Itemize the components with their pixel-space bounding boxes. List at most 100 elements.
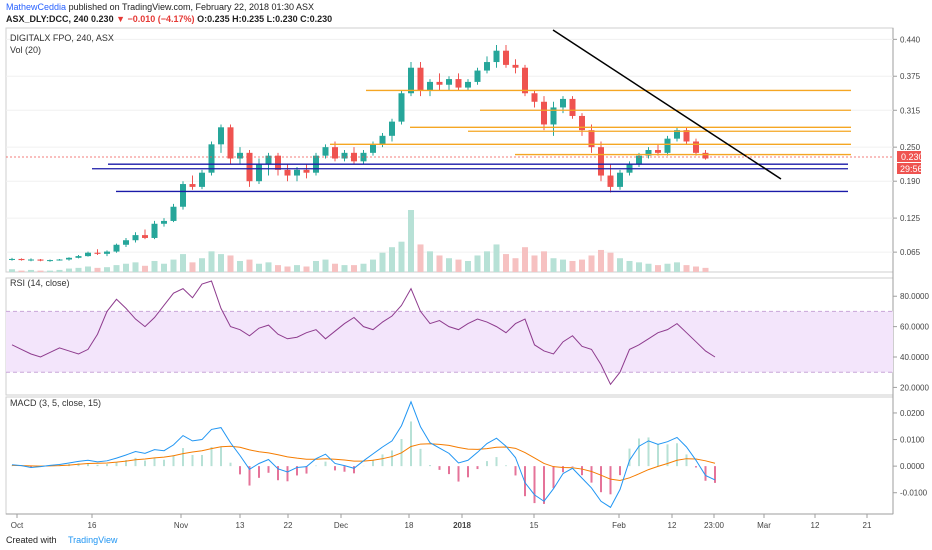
candle-body [94,252,101,254]
footer: Created with TradingView [0,532,932,550]
candle-body [104,251,110,254]
tradingview-logo-link[interactable]: TradingView [68,535,118,545]
volume-bar [427,251,433,272]
volume-bar [512,258,519,272]
candle-body [284,169,291,176]
volume-bar [408,210,414,272]
volume-bar [370,259,376,272]
candle-body [341,152,348,159]
candle-body [493,50,500,63]
candle-body [237,152,243,159]
time-tick-label: Nov [174,521,188,530]
volume-bar [579,259,585,272]
candle-body [379,135,386,145]
volume-bar [446,258,452,272]
volume-bar [189,262,196,272]
candle-body [598,147,604,176]
candle-body [588,130,595,148]
symbol-line: ASX_DLY:DCC, 240 0.230 ▼ −0.010 (−4.17%)… [6,14,332,24]
volume-bar [455,259,462,272]
candle-body [85,252,91,257]
candle-body [408,67,414,94]
volume-bar [170,259,177,272]
candle-body [265,155,272,165]
volume-bar [151,260,158,272]
candle-body [75,256,82,258]
candle-body [645,150,652,156]
candle-body [427,81,433,91]
candle-body [142,235,148,238]
volume-bar [398,241,405,272]
volume-bar [294,265,300,272]
volume-bar [28,269,34,272]
volume-bar [208,251,215,272]
candle-body [256,164,262,182]
volume-bar [436,255,443,272]
candle-body [303,169,310,173]
time-tick-label: 21 [863,521,872,530]
candle-body [436,81,443,85]
candle-body [522,67,528,94]
candle-body [9,258,15,260]
candle-body [18,258,25,261]
chart-canvas[interactable]: 0.440 0.375 0.315 0.250 0.190 0.125 0.065 80.00… [0,0,932,532]
macd-tick-label: -0.0100 [900,489,928,498]
candle-body [674,130,680,139]
candle-body [56,259,63,261]
volume-bar [113,265,120,272]
candle-body [37,259,44,261]
volume-bar [341,265,348,272]
volume-bar [674,262,680,272]
candle-body [28,259,34,261]
candle-body [541,101,547,125]
volume-bar [123,263,129,272]
candle-body [275,155,281,170]
volume-bar [199,258,205,272]
candle-body [322,147,329,156]
candle-body [474,70,481,82]
ohlc-values: O:0.235 H:0.235 L:0.230 C:0.230 [197,14,333,24]
volume-bar [313,260,319,272]
last-price-tag [897,151,921,162]
price-pane [5,27,894,273]
volume-bar [474,255,481,272]
volume-bar [47,270,53,272]
candle-body [389,121,395,136]
candle-body [170,206,177,221]
volume-bar [246,259,253,272]
macd-tick-label: 0.0000 [900,462,925,471]
volume-bar [161,263,167,272]
volume-bar [588,255,595,272]
volume-bar [104,267,110,272]
time-tick-label: Mar [757,521,771,530]
volume-bar [693,266,699,272]
rsi-pane-title: RSI (14, close) [10,278,70,288]
volume-bar [275,265,281,272]
volume-bar [645,263,652,272]
volume-bar [265,262,272,272]
candle-body [531,93,538,102]
time-tick-label: Oct [11,521,24,530]
candle-body [569,98,576,116]
volume-bar [417,244,424,272]
volume-bar [493,244,500,272]
volume-bar [541,251,547,272]
candle-body [189,184,196,187]
volume-bar [37,270,44,272]
candle-body [550,107,557,125]
volume-bar [531,255,538,272]
candle-body [512,64,519,68]
volume-bar [389,247,395,272]
created-with-label: Created with [6,535,57,545]
volume-bar [75,267,82,272]
last-price: 0.230 [91,14,114,24]
author-link[interactable]: MathewCeddia [6,2,67,12]
candle-body [503,50,509,65]
candle-body [294,169,300,176]
candle-body [180,184,186,207]
volume-bar [18,270,25,272]
candle-body [455,79,462,88]
volume-bar [284,266,291,272]
volume-bar [256,263,262,272]
chart-header: MathewCeddia published on TradingView.co… [0,0,932,28]
